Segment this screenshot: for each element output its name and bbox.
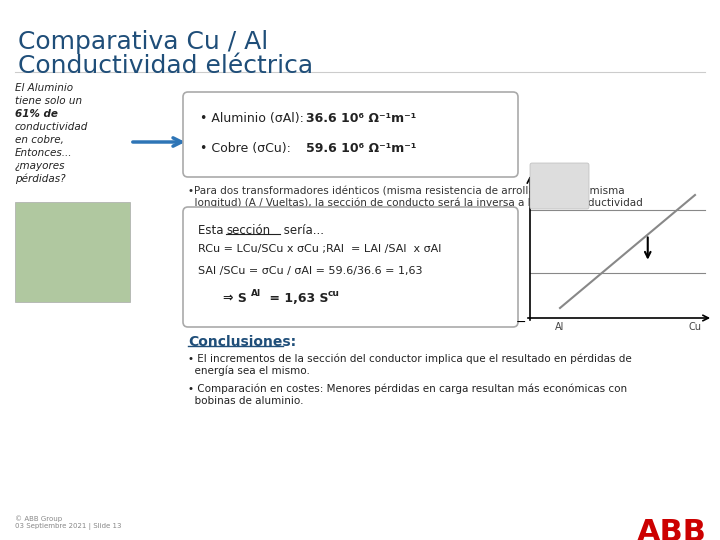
Text: pérdidas?: pérdidas? [15, 174, 66, 185]
Text: eléctrica.: eléctrica. [188, 211, 243, 221]
FancyBboxPatch shape [530, 163, 589, 209]
Text: • El incrementos de la sección del conductor implica que el resultado en pérdida: • El incrementos de la sección del condu… [188, 353, 631, 363]
Text: en cobre,: en cobre, [15, 135, 64, 145]
Text: sería...: sería... [280, 224, 324, 237]
Text: Conclusiones:: Conclusiones: [188, 335, 296, 349]
Text: Esta: Esta [198, 224, 228, 237]
Text: energía sea el mismo.: energía sea el mismo. [188, 366, 310, 376]
Text: RCu = LCu/SCu x σCu ;RAl  = LAl /SAl  x σAl: RCu = LCu/SCu x σCu ;RAl = LAl /SAl x σA… [198, 244, 441, 254]
Text: ⇒ S: ⇒ S [223, 292, 247, 305]
Text: Al: Al [251, 289, 261, 298]
Text: SAl /SCu = σCu / σAl = 59.6/36.6 = 1,63: SAl /SCu = σCu / σAl = 59.6/36.6 = 1,63 [198, 266, 423, 276]
FancyBboxPatch shape [15, 202, 130, 302]
FancyBboxPatch shape [183, 207, 518, 327]
Text: conductividad: conductividad [15, 122, 89, 132]
FancyBboxPatch shape [183, 92, 518, 177]
Text: ¿mayores: ¿mayores [15, 161, 66, 171]
Text: = 1,63 S: = 1,63 S [265, 292, 328, 305]
Text: −: − [516, 316, 526, 329]
Text: • Cobre (σCu):: • Cobre (σCu): [200, 142, 291, 155]
Text: © ABB Group
03 Septiembre 2021 | Slide 13: © ABB Group 03 Septiembre 2021 | Slide 1… [15, 515, 122, 530]
Text: ABB: ABB [637, 518, 707, 540]
Text: longitud) (A / Vueltas), la sección de conducto será la inversa a la de la condu: longitud) (A / Vueltas), la sección de c… [188, 198, 643, 208]
Text: Cu: Cu [688, 322, 701, 332]
Text: Entonces...: Entonces... [15, 148, 73, 158]
Text: 59.6 10⁶ Ω⁻¹m⁻¹: 59.6 10⁶ Ω⁻¹m⁻¹ [306, 142, 416, 155]
Text: Al: Al [555, 322, 564, 332]
Text: bobinas de aluminio.: bobinas de aluminio. [188, 396, 304, 406]
Text: • Aluminio (σAl):: • Aluminio (σAl): [200, 112, 304, 125]
Text: sección: sección [226, 224, 270, 237]
Text: •Para dos transformadores idénticos (misma resistencia de arrollamientos y misma: •Para dos transformadores idénticos (mis… [188, 185, 625, 195]
Text: 61% de: 61% de [15, 109, 58, 119]
Text: tiene solo un: tiene solo un [15, 96, 82, 106]
Text: El Aluminio: El Aluminio [15, 83, 73, 93]
Text: • Comparación en costes: Menores pérdidas en carga resultan más económicas con: • Comparación en costes: Menores pérdida… [188, 383, 627, 394]
Text: +: + [534, 171, 544, 181]
Text: cu: cu [328, 289, 340, 298]
Text: Conductividad eléctrica: Conductividad eléctrica [18, 54, 313, 78]
Text: 36.6 10⁶ Ω⁻¹m⁻¹: 36.6 10⁶ Ω⁻¹m⁻¹ [306, 112, 416, 125]
Text: Comparativa Cu / Al: Comparativa Cu / Al [18, 30, 269, 54]
